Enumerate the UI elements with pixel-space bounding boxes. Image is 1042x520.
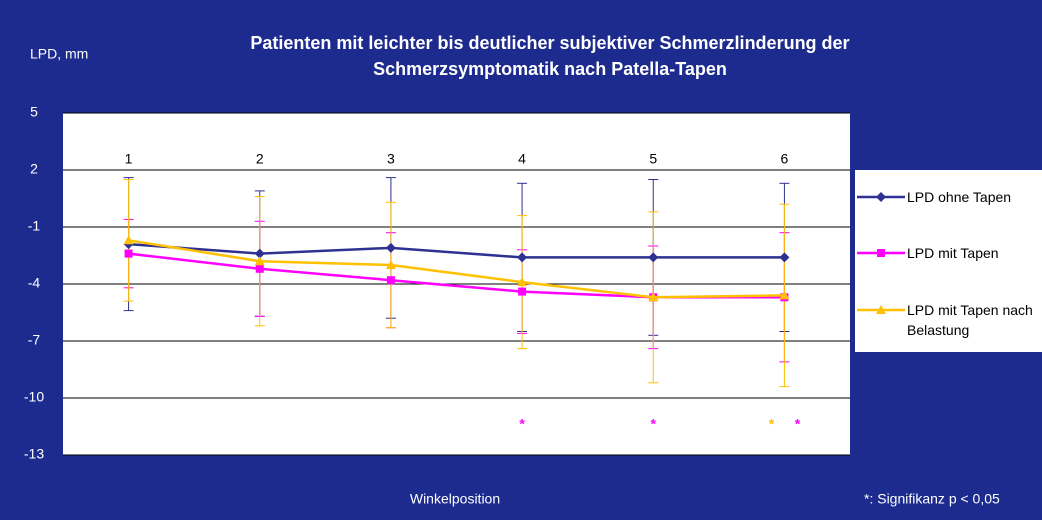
y-tick-label: -1 — [28, 218, 41, 234]
y-tick-label: -4 — [28, 275, 41, 291]
x-axis-label: Winkelposition — [410, 491, 500, 507]
marker — [517, 252, 528, 263]
marker — [255, 264, 264, 273]
marker — [124, 249, 133, 258]
series-line — [128, 239, 785, 299]
legend: LPD ohne Tapen LPD mit Tapen LPD mit Tapen… — [855, 170, 1042, 352]
significance-symbol: * — [519, 416, 525, 432]
series-line — [128, 242, 785, 259]
marker — [517, 277, 528, 287]
y-tick-label: 5 — [30, 104, 38, 120]
y-tick-label: -13 — [24, 446, 44, 462]
significance-symbol: * — [795, 416, 801, 432]
legend-label: LPD ohne Tapen — [907, 189, 1012, 205]
marker — [779, 252, 790, 263]
category-label: 2 — [256, 151, 264, 167]
category-label: 3 — [387, 151, 395, 167]
marker — [877, 249, 885, 257]
marker — [385, 242, 396, 253]
y-tick-label: -7 — [28, 332, 41, 348]
significance-symbol: * — [769, 416, 775, 432]
category-label: 1 — [125, 151, 133, 167]
category-label: 4 — [518, 151, 526, 167]
y-tick-label: -10 — [24, 389, 44, 405]
marker — [386, 276, 395, 285]
marker — [254, 248, 265, 259]
marker — [779, 290, 790, 300]
y-tick-label: 2 — [30, 161, 38, 177]
marker — [385, 260, 396, 269]
legend-label: LPD mit Tapen — [907, 245, 999, 261]
significance-symbol: * — [651, 416, 657, 432]
category-label: 6 — [781, 151, 789, 167]
legend-swatch — [857, 192, 905, 202]
chart-title: Patienten mit leichter bis deutlicher su… — [250, 33, 850, 79]
marker — [518, 287, 527, 296]
marker — [648, 292, 659, 302]
category-label: 5 — [649, 151, 657, 167]
marker — [123, 235, 134, 245]
marker — [648, 252, 659, 263]
y-axis-label: LPD, mm — [30, 46, 88, 62]
legend-swatch — [857, 305, 905, 314]
footnote: *: Signifikanz p < 0,05 — [864, 491, 1000, 507]
marker — [254, 256, 265, 266]
marker — [876, 192, 886, 202]
legend-swatch — [857, 249, 905, 257]
marker — [876, 305, 886, 314]
legend-label: LPD mit Tapen nach Belastung — [907, 302, 1033, 338]
